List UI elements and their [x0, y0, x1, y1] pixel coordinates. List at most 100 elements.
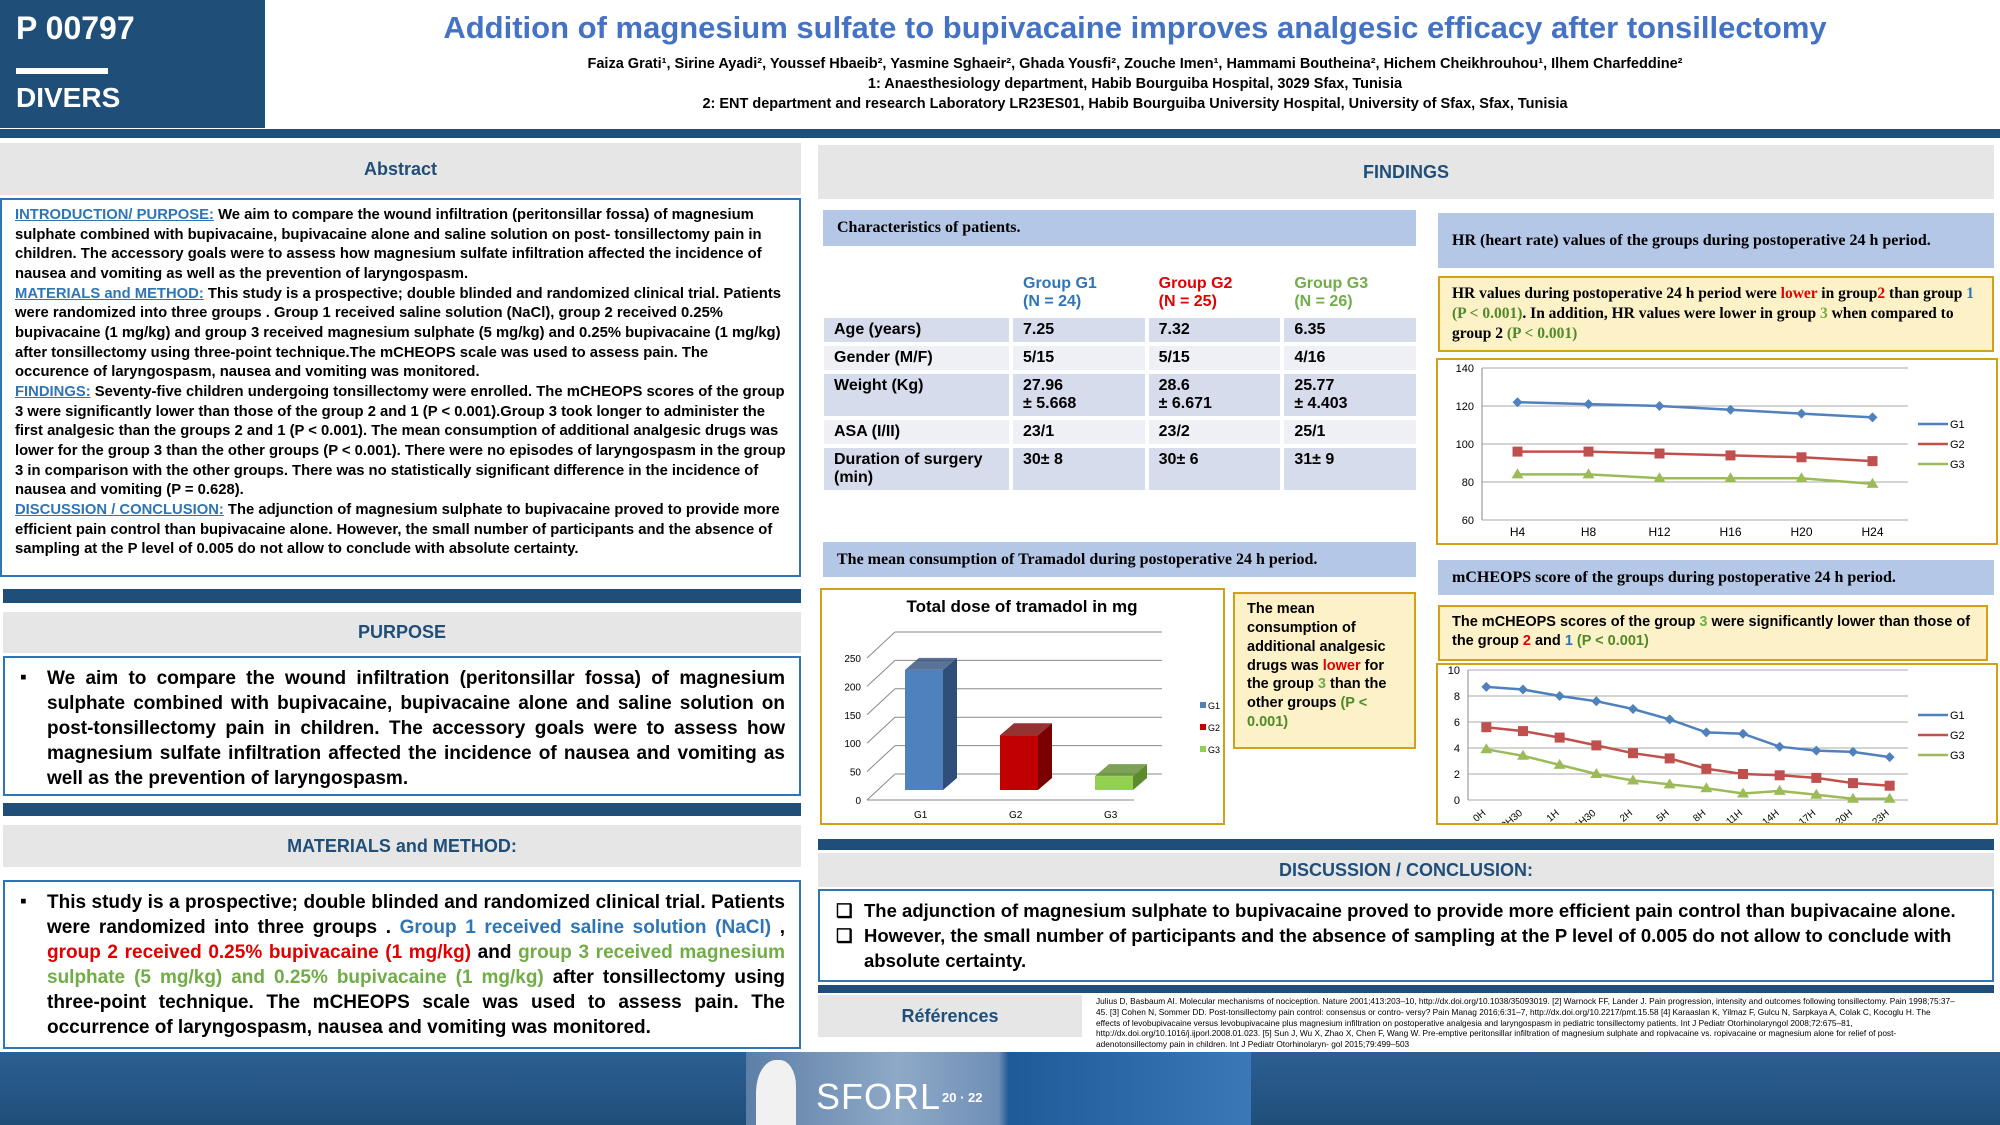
data-point [1738, 728, 1748, 739]
y-tick-label: 250 [844, 654, 861, 665]
poster-id-box: P 00797 DIVERS [0, 0, 265, 128]
data-point [1811, 772, 1822, 783]
findings-heading: FINDINGS [818, 145, 1994, 199]
series-line-G2 [1486, 725, 1890, 787]
x-tick-label: 1H30 [1573, 808, 1599, 823]
cell-value: 25.77 ± 4.403 [1284, 374, 1416, 416]
y-tick-label: 80 [1462, 477, 1474, 489]
x-tick-label: 5H [1655, 808, 1672, 823]
abstract-heading: Abstract [0, 143, 801, 195]
section-rule [3, 589, 801, 603]
data-point [1663, 778, 1676, 789]
bar-side [1038, 723, 1052, 790]
data-point [1701, 727, 1712, 738]
data-point [1810, 788, 1823, 799]
methods-text-2: , [771, 917, 786, 939]
discussion-heading: DISCUSSION / CONCLUSION: [818, 853, 1994, 887]
abstract-discussion: The adjunction of magnesium sulphate to … [15, 502, 780, 558]
data-point [1653, 472, 1666, 483]
cell-value: 28.6 ± 6.671 [1148, 374, 1281, 416]
y-tick-label: 60 [1462, 515, 1474, 527]
data-point [1725, 404, 1736, 415]
data-point [1724, 472, 1737, 483]
category-label: DIVERS [16, 82, 121, 113]
data-point [1848, 778, 1858, 789]
methods-text-1: This study is a prospective; double blin… [47, 892, 785, 939]
mcheops-note: The mCHEOPS scores of the group 3 were s… [1438, 605, 1988, 661]
bullet-icon: ▪ [20, 891, 27, 912]
row-label: Gender (M/F) [824, 346, 1009, 370]
x-tick-label: 14H [1760, 808, 1781, 823]
data-point [1664, 753, 1675, 764]
data-point [1512, 446, 1523, 457]
data-point [1512, 397, 1523, 408]
checkbox-icon: ❑ [836, 900, 853, 921]
cell-value: 7.25 [1013, 318, 1145, 342]
legend-swatch [1200, 746, 1206, 752]
y-tick-label: 6 [1454, 717, 1460, 729]
data-point [1664, 714, 1675, 725]
abstract-box: INTRODUCTION/ PURPOSE: We aim to compare… [0, 198, 801, 577]
x-tick-label: 11H [1724, 808, 1745, 823]
legend-label: G3 [1208, 745, 1220, 755]
cell-value: 4/16 [1284, 346, 1416, 370]
data-point [1628, 704, 1638, 714]
sforl-logo-banner: SFORL 20 · 22 [746, 1052, 1251, 1125]
methods-group2: group 2 received 0.25% bupivacaine (1 mg… [47, 942, 472, 964]
data-point [1590, 768, 1603, 778]
data-point [1554, 732, 1565, 743]
data-point [1591, 740, 1602, 751]
header-rule [0, 129, 2000, 138]
hr-heading: HR (heart rate) values of the groups dur… [1438, 213, 1994, 268]
sforl-date: 20 · 22 [942, 1090, 983, 1105]
data-point [1628, 748, 1638, 759]
checkbox-icon: ❑ [836, 924, 853, 946]
bar-G1 [905, 669, 943, 790]
x-tick-label: H4 [1510, 525, 1526, 539]
series-line-G3 [1517, 473, 1873, 486]
col-g1: Group G1 (N = 24) [1023, 275, 1097, 310]
y-tick-label: 140 [1456, 363, 1474, 375]
x-tick-label: 17H [1797, 808, 1818, 823]
bar-top [1095, 764, 1147, 777]
cell-value: 27.96 ± 5.668 [1013, 374, 1145, 416]
y-tick-label: 120 [1456, 401, 1474, 413]
table-row: Age (years) 7.25 7.32 6.35 [824, 318, 1416, 342]
data-point [1867, 456, 1878, 467]
x-tick-label: 1H [1545, 808, 1562, 823]
x-tick-label: 8H [1691, 808, 1708, 823]
data-point [1774, 770, 1785, 781]
y-tick-label: 10 [1448, 665, 1460, 677]
row-label: Age (years) [824, 318, 1009, 342]
data-point [1701, 763, 1712, 774]
x-tick-label: 0H30 [1500, 808, 1526, 823]
x-tick-label: 2H [1618, 808, 1635, 823]
table-row: Gender (M/F) 5/15 5/15 4/16 [824, 346, 1416, 370]
data-point [1554, 691, 1565, 701]
affiliation-1: 1: Anaesthesiology department, Habib Bou… [867, 76, 1403, 92]
abstract-findings-label: FINDINGS: [15, 384, 91, 401]
methods-text-4: after tonsillectomy using three-point te… [47, 967, 786, 1039]
data-point [1480, 743, 1493, 754]
x-tick-label: H16 [1719, 525, 1741, 539]
gridline [866, 660, 896, 687]
bullet-icon: ▪ [20, 667, 27, 688]
y-tick-label: 150 [844, 711, 861, 722]
hr-chart: 60 80 100 120 140 H4 H8 H12 H16 H20 H24 G1 G2 G3 [1436, 358, 1998, 545]
gridline [866, 716, 896, 744]
purpose-box: ▪ We aim to compare the wound infiltrati… [3, 656, 801, 796]
data-point [1795, 472, 1808, 483]
legend-label: G3 [1950, 459, 1965, 471]
series-line-G1 [1517, 400, 1873, 419]
discussion-item: ❑ The adjunction of magnesium sulphate to… [836, 899, 1978, 924]
bar-top [905, 657, 957, 670]
authors: Faiza Grati¹, Sirine Ayadi², Youssef Hba… [587, 56, 1683, 72]
data-point [1811, 745, 1822, 756]
section-rule [818, 839, 1994, 850]
data-point [1511, 468, 1524, 479]
cell-value: 31± 9 [1284, 448, 1416, 490]
y-tick-label: 100 [1456, 439, 1474, 451]
y-tick-label: 50 [850, 768, 862, 779]
data-point [1773, 784, 1786, 795]
legend-label: G2 [1950, 730, 1965, 742]
